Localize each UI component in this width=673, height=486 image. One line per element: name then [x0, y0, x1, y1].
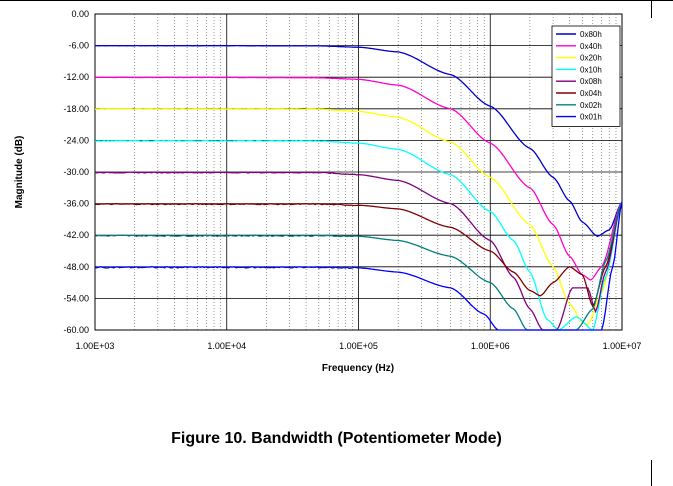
- legend-label: 0x10h: [580, 65, 602, 74]
- x-tick-label: 1.00E+03: [76, 341, 115, 351]
- y-tick-label: -42.00: [63, 230, 89, 240]
- series-line-0x80h: [95, 44, 623, 238]
- legend-label: 0x04h: [580, 89, 602, 98]
- series-line-0x20h: [94, 108, 623, 326]
- x-tick-label: 1.00E+04: [207, 341, 246, 351]
- series-line-0x04h: [94, 201, 623, 308]
- y-tick-labels: 0.00 -6.00 -12.00 -18.00 -24.00 -30.00 -36.00 -…: [63, 9, 89, 335]
- y-axis-label: Magnitude (dB): [14, 136, 25, 209]
- y-tick-label: -24.00: [63, 135, 89, 145]
- figure-caption: Figure 10. Bandwidth (Potentiometer Mode…: [171, 430, 502, 447]
- legend-label: 0x40h: [580, 42, 602, 51]
- y-tick-label: -36.00: [63, 199, 89, 209]
- legend-box: [551, 25, 621, 127]
- x-tick-label: 1.00E+05: [339, 341, 378, 351]
- legend-label: 0x01h: [580, 113, 602, 122]
- series-line-0x10h: [95, 139, 623, 331]
- y-tick-label: -30.00: [63, 167, 89, 177]
- page-right-rule-bottom: [651, 460, 652, 486]
- legend-label: 0x20h: [580, 54, 602, 63]
- y-tick-label: -18.00: [63, 104, 89, 114]
- y-tick-label: -12.00: [63, 72, 89, 82]
- x-tick-labels: 1.00E+03 1.00E+04 1.00E+05 1.00E+06 1.00E+07: [76, 341, 642, 351]
- x-axis-label: Frequency (Hz): [322, 363, 394, 374]
- page-top-rule: [0, 0, 673, 1]
- y-tick-label: -6.00: [68, 41, 89, 51]
- series-line-0x40h: [95, 76, 623, 281]
- legend-label: 0x08h: [580, 77, 602, 86]
- legend-label: 0x02h: [580, 101, 602, 110]
- y-tick-label: -54.00: [63, 293, 89, 303]
- y-tick-label: -48.00: [63, 262, 89, 272]
- series-line-0x08h: [94, 171, 623, 331]
- series-line-0x01h: [94, 201, 623, 331]
- series-lines: [94, 44, 623, 331]
- x-tick-label: 1.00E+06: [471, 341, 510, 351]
- bandwidth-chart: 0.00 -6.00 -12.00 -18.00 -24.00 -30.00 -36.00 -…: [14, 9, 642, 374]
- x-tick-label: 1.00E+07: [603, 341, 642, 351]
- legend-label: 0x80h: [580, 30, 602, 39]
- y-tick-label: -60.00: [63, 325, 89, 335]
- y-tick-label: 0.00: [71, 9, 89, 19]
- legend: 0x80h 0x40h 0x20h 0x10h 0x08h 0x04h 0x02h 0x01h: [551, 25, 621, 127]
- page-right-rule: [651, 0, 652, 18]
